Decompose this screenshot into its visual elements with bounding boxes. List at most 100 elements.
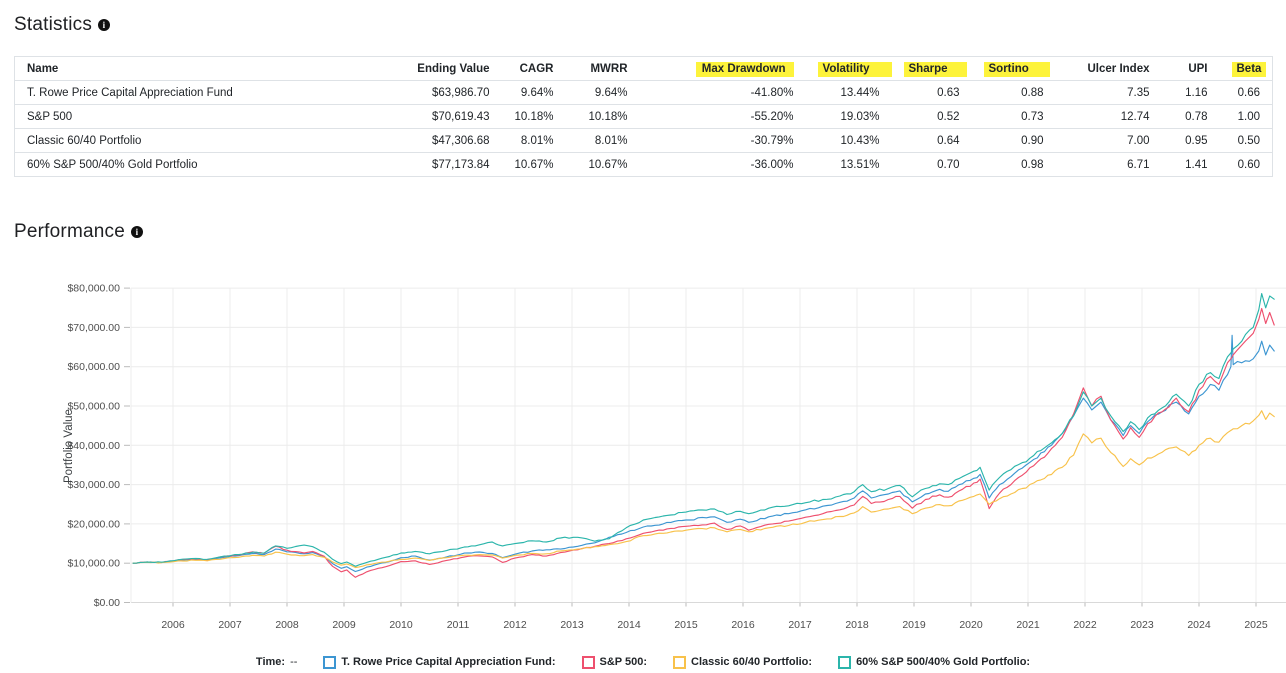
y-axis-tick-label: $30,000.00: [67, 479, 120, 491]
x-axis-tick-label: 2016: [731, 619, 755, 631]
x-axis-tick-label: 2018: [845, 619, 869, 631]
legend-item-t-rowe-price-capital-appreciation-fund[interactable]: T. Rowe Price Capital Appreciation Fund:: [323, 655, 556, 669]
stat-cell: 10.43%: [805, 128, 892, 153]
stat-cell: 9.64%: [565, 80, 640, 105]
series-line-t-rowe-price-capital-appreciation-fund[interactable]: [132, 334, 1275, 573]
legend-time-value: --: [290, 656, 298, 668]
x-axis-tick-label: 2021: [1016, 619, 1040, 631]
x-axis-tick-label: 2013: [560, 619, 584, 631]
x-axis-tick-label: 2017: [788, 619, 812, 631]
legend-swatch: [323, 655, 337, 669]
y-axis-tick-label: $60,000.00: [67, 361, 120, 373]
stat-cell: 0.88: [971, 80, 1056, 105]
stat-cell: 1.41: [1161, 152, 1220, 177]
stat-cell: 0.50: [1219, 128, 1273, 153]
stat-cell: 0.63: [891, 80, 972, 105]
stat-cell: -41.80%: [639, 80, 806, 105]
stat-cell: 0.73: [971, 104, 1056, 129]
stat-cell: 60% S&P 500/40% Gold Portfolio: [14, 152, 390, 177]
stat-column-header: UPI: [1161, 56, 1220, 81]
stat-cell: 0.66: [1219, 80, 1273, 105]
legend-item-s-p-500[interactable]: S&P 500:: [581, 655, 648, 669]
chart-legend: Time: -- T. Rowe Price Capital Appreciat…: [0, 651, 1286, 673]
stat-cell: S&P 500: [14, 104, 390, 129]
performance-chart-svg[interactable]: $0.00 $10,000.00 $20,000.00 $30,000.00 $40,0…: [0, 256, 1286, 646]
legend-item-60-s-p-500-40-gold-portfolio[interactable]: 60% S&P 500/40% Gold Portfolio:: [838, 655, 1031, 669]
stat-column-header: Max Drawdown: [639, 56, 806, 81]
x-axis-tick-label: 2006: [161, 619, 185, 631]
stat-column-header: MWRR: [565, 56, 640, 81]
chart-axes: $0.00 $10,000.00 $20,000.00 $30,000.00 $40,0…: [63, 283, 1268, 631]
legend-time-label: Time:: [255, 656, 286, 668]
stat-column-header: CAGR: [501, 56, 566, 81]
stat-cell: 6.71: [1055, 152, 1162, 177]
page: Statistics i Name Ending Value CAGR MWRR Max…: [0, 14, 1286, 243]
stat-cell: 0.64: [891, 128, 972, 153]
stat-column-header: Volatility: [805, 56, 892, 81]
legend-swatch: [838, 655, 852, 669]
series-line-classic-60-40-portfolio[interactable]: [132, 410, 1275, 569]
legend-label: S&P 500:: [599, 656, 648, 668]
stat-cell: -30.79%: [639, 128, 806, 153]
series-line-s-p-500[interactable]: [132, 307, 1275, 578]
statistics-title-text: Statistics: [14, 14, 93, 35]
chart-series[interactable]: [132, 293, 1275, 578]
x-axis-tick-label: 2010: [389, 619, 413, 631]
stat-cell: 19.03%: [805, 104, 892, 129]
stat-column-header: Ulcer Index: [1055, 56, 1162, 81]
x-axis-tick-label: 2008: [275, 619, 299, 631]
table-row: S&P 500 $70,619.43 10.18% 10.18% -55.20% 19.0…: [14, 104, 1273, 129]
x-axis-tick-label: 2019: [902, 619, 926, 631]
stat-cell: 0.70: [891, 152, 972, 177]
stat-cell: $77,173.84: [389, 152, 502, 177]
x-axis-tick-label: 2012: [503, 619, 527, 631]
x-axis-tick-label: 2014: [617, 619, 641, 631]
x-axis-tick-label: 2015: [674, 619, 698, 631]
x-axis-tick-label: 2009: [332, 619, 356, 631]
legend-label: Classic 60/40 Portfolio:: [691, 656, 813, 668]
x-axis-tick-label: 2022: [1073, 619, 1097, 631]
stat-cell: 13.44%: [805, 80, 892, 105]
stat-column-header: Ending Value: [389, 56, 502, 81]
x-axis-tick-label: 2011: [447, 619, 470, 631]
x-axis-tick-label: 2025: [1244, 619, 1268, 631]
stat-cell: 1.00: [1219, 104, 1273, 129]
performance-title-text: Performance: [14, 221, 125, 242]
y-axis-tick-label: $70,000.00: [67, 322, 120, 334]
statistics-title: Statistics i: [14, 14, 1272, 36]
performance-chart[interactable]: $0.00 $10,000.00 $20,000.00 $30,000.00 $40,0…: [0, 256, 1286, 646]
statistics-header-row: Name Ending Value CAGR MWRR Max Drawdown Vola…: [14, 56, 1273, 81]
stat-cell: 0.95: [1161, 128, 1220, 153]
stat-column-header: Beta: [1219, 56, 1273, 81]
legend-item-classic-60-40-portfolio[interactable]: Classic 60/40 Portfolio:: [673, 655, 813, 669]
x-axis-tick-label: 2020: [959, 619, 983, 631]
stat-cell: $70,619.43: [389, 104, 502, 129]
stat-column-header: Name: [14, 56, 390, 81]
table-row: Classic 60/40 Portfolio $47,306.68 8.01% 8.…: [14, 128, 1273, 153]
stat-cell: Classic 60/40 Portfolio: [14, 128, 390, 153]
x-axis-tick-label: 2024: [1187, 619, 1211, 631]
stat-cell: 1.16: [1161, 80, 1220, 105]
stat-cell: 10.67%: [565, 152, 640, 177]
y-axis-tick-label: $40,000.00: [67, 440, 120, 452]
info-icon[interactable]: i: [98, 19, 111, 31]
legend-label: 60% S&P 500/40% Gold Portfolio:: [856, 656, 1031, 668]
info-icon[interactable]: i: [130, 226, 143, 238]
stat-cell: 0.52: [891, 104, 972, 129]
x-axis-tick-label: 2007: [218, 619, 242, 631]
stat-column-header: Sharpe: [891, 56, 972, 81]
legend-label: T. Rowe Price Capital Appreciation Fund:: [341, 656, 556, 668]
stat-cell: 0.78: [1161, 104, 1220, 129]
stat-cell: 9.64%: [501, 80, 566, 105]
y-axis-tick-label: $50,000.00: [67, 401, 120, 413]
stat-cell: 7.00: [1055, 128, 1162, 153]
y-axis-tick-label: $80,000.00: [67, 283, 120, 295]
stat-cell: T. Rowe Price Capital Appreciation Fund: [14, 80, 390, 105]
legend-swatch: [581, 655, 595, 669]
stat-cell: 10.67%: [501, 152, 566, 177]
stat-cell: 0.90: [971, 128, 1056, 153]
stat-cell: -55.20%: [639, 104, 806, 129]
stat-cell: 7.35: [1055, 80, 1162, 105]
series-line-60-s-p-500-40-gold-portfolio[interactable]: [132, 293, 1275, 567]
chart-gridlines: [130, 287, 1286, 603]
